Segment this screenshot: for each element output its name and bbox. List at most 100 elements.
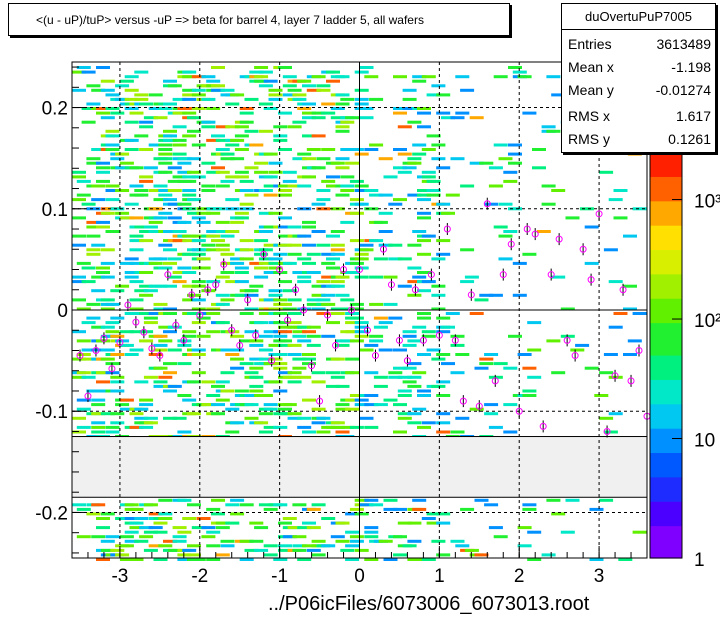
heatmap-cell (345, 271, 360, 274)
heatmap-cell (292, 357, 307, 361)
heatmap-cell (100, 275, 115, 279)
heatmap-cell (632, 312, 647, 315)
heatmap-cell (421, 75, 436, 79)
heatmap-cell (187, 412, 201, 416)
heatmap-cell (364, 207, 379, 211)
heatmap-cell (124, 120, 139, 124)
heatmap-cell (431, 293, 446, 297)
heatmap-cell (421, 170, 436, 174)
heatmap-cell (345, 357, 360, 361)
heatmap-cell (119, 330, 134, 334)
heatmap-cell (268, 161, 283, 165)
heatmap-cell (349, 307, 364, 311)
heatmap-cell (268, 93, 283, 97)
heatmap-cell (311, 230, 326, 233)
palette-segment (650, 200, 682, 210)
heatmap-cell (96, 107, 110, 110)
stats-row-mean-y: Mean y -0.01274 (568, 82, 711, 102)
heatmap-cell (268, 343, 283, 347)
heatmap-cell (455, 111, 470, 115)
heatmap-cell (91, 198, 106, 202)
heatmap-cell (488, 293, 503, 297)
heatmap-cell (263, 425, 278, 429)
heatmap-cell (177, 553, 192, 557)
heatmap-cell (397, 416, 412, 420)
palette-segment (650, 241, 682, 251)
heatmap-cell (225, 175, 240, 179)
heatmap-cell (340, 175, 355, 179)
heatmap-cell (96, 111, 110, 115)
heatmap-cell (124, 271, 139, 274)
heatmap-cell (541, 553, 556, 557)
heatmap-cell (249, 366, 264, 370)
heatmap-cell (215, 275, 230, 279)
heatmap-cell (244, 97, 259, 101)
heatmap-cell (407, 558, 422, 561)
heatmap-cell (105, 362, 120, 366)
heatmap-cell (340, 189, 355, 192)
heatmap-cell (110, 157, 125, 161)
heatmap-cell (182, 517, 197, 520)
heatmap-cell (479, 357, 494, 361)
heatmap-cell (340, 220, 355, 224)
heatmap-cell (158, 498, 173, 502)
heatmap-cell (215, 220, 230, 224)
heatmap-cell (517, 526, 532, 530)
heatmap-cell (163, 416, 177, 420)
heatmap-cell (119, 261, 134, 265)
heatmap-cell (450, 334, 465, 338)
heatmap-cell (436, 421, 451, 425)
heatmap-cell (441, 325, 455, 329)
heatmap-cell (254, 75, 269, 79)
palette-segment (650, 476, 682, 486)
heatmap-cell (575, 343, 590, 347)
heatmap-cell (321, 261, 336, 265)
heatmap-cell (163, 330, 177, 334)
profile-point (204, 286, 212, 294)
heatmap-cell (244, 129, 259, 133)
heatmap-cell (311, 75, 326, 79)
heatmap-cell (119, 558, 134, 561)
heatmap-cell (187, 198, 201, 202)
heatmap-cell (153, 198, 168, 202)
heatmap-cell (96, 380, 110, 384)
profile-point (220, 260, 228, 268)
heatmap-cell (172, 125, 187, 129)
heatmap-cell (263, 298, 278, 302)
palette-segment (650, 501, 682, 510)
heatmap-cell (167, 189, 182, 192)
palette-segment (650, 306, 682, 315)
heatmap-cell (311, 407, 326, 411)
heatmap-cell (517, 353, 532, 356)
heatmap-cell (100, 211, 115, 215)
heatmap-cell (388, 371, 403, 375)
profile-point (403, 357, 411, 365)
stats-label: Mean y (568, 82, 614, 98)
heatmap-cell (158, 375, 173, 379)
heatmap-cell (388, 243, 403, 247)
heatmap-cell (110, 334, 125, 338)
heatmap-cell (76, 371, 91, 375)
heatmap-cell (349, 302, 364, 306)
heatmap-cell (316, 207, 331, 211)
heatmap-cell (278, 193, 292, 197)
heatmap-cell (96, 371, 110, 375)
heatmap-cell (143, 166, 158, 170)
heatmap-cell (182, 93, 197, 97)
heatmap-cell (292, 548, 307, 552)
heatmap-cell (278, 371, 292, 375)
heatmap-cell (177, 220, 192, 224)
heatmap-cell (417, 216, 431, 220)
heatmap-cell (354, 257, 369, 261)
heatmap-cell (508, 152, 522, 156)
heatmap-cell (239, 248, 254, 252)
heatmap-cell (163, 284, 177, 288)
heatmap-cell (297, 558, 312, 561)
heatmap-cell (364, 75, 379, 79)
heatmap-cell (81, 266, 96, 270)
heatmap-cell (302, 521, 316, 525)
heatmap-cell (263, 407, 278, 411)
heatmap-cell (239, 257, 254, 261)
heatmap-cell (369, 302, 384, 306)
heatmap-cell (426, 193, 441, 197)
